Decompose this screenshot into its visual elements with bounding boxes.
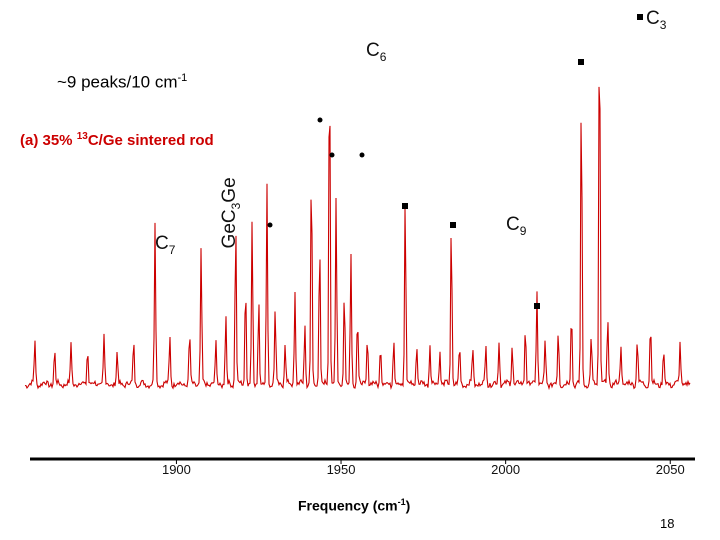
square-marker xyxy=(637,14,643,20)
x-tick-label: 1900 xyxy=(161,462,191,477)
peak-density-annotation: ~9 peaks/10 cm-1 xyxy=(57,72,188,92)
square-marker xyxy=(449,222,456,228)
x-tick-label: 2050 xyxy=(655,462,685,477)
x-axis-label: Frequency (cm-1) xyxy=(298,497,411,514)
slide-number: 18 xyxy=(660,516,675,531)
label-gec3ge: GeC3Ge xyxy=(219,177,243,249)
x-tick-label: 1950 xyxy=(326,462,356,477)
dot-marker xyxy=(317,117,323,123)
series-line-spectrum xyxy=(24,86,691,391)
x-ticks xyxy=(175,459,671,464)
x-tick-label: 2000 xyxy=(491,462,521,477)
label-c6: C6 xyxy=(366,40,387,64)
dot-marker xyxy=(267,222,273,228)
dot-marker xyxy=(359,152,365,158)
square-marker xyxy=(402,203,409,209)
label-c3: C3 xyxy=(646,8,667,32)
label-c9: C9 xyxy=(506,214,527,238)
label-c7: C7 xyxy=(155,233,176,257)
square-marker xyxy=(578,59,585,65)
chart-title: (a) 35% 13C/Ge sintered rod xyxy=(20,131,214,149)
dot-marker xyxy=(329,152,335,158)
square-marker xyxy=(533,303,540,309)
